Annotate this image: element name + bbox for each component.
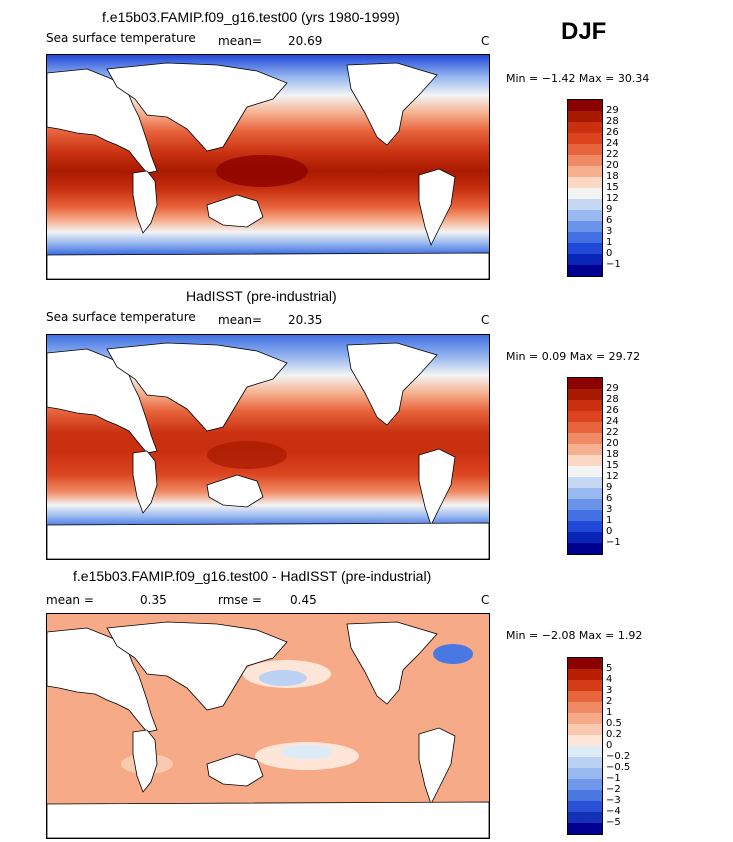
- colorbar-label: 1: [606, 237, 613, 248]
- panel2-mean-value: 20.35: [288, 313, 323, 327]
- panel1-subtitle: Sea surface temperature: [46, 31, 196, 45]
- panel1-map: [46, 54, 490, 280]
- diff-patch: [259, 670, 307, 686]
- panel1-units: C: [481, 34, 490, 48]
- colorbar-label: −2: [606, 784, 621, 795]
- continents: [47, 62, 489, 279]
- colorbar-label: 9: [606, 204, 613, 215]
- panel3-units: C: [481, 593, 490, 607]
- panel3-map: [46, 613, 490, 839]
- panel1-min-max: Min = −1.42 Max = 30.34: [506, 72, 650, 85]
- colorbar-label: 2: [606, 696, 613, 707]
- colorbar-label: 26: [606, 127, 619, 138]
- colorbar-label: 26: [606, 405, 619, 416]
- colorbar-label: 1: [606, 515, 613, 526]
- continents: [47, 621, 489, 838]
- colorbar-label: 28: [606, 394, 619, 405]
- colorbar-label: 4: [606, 674, 613, 685]
- colorbar-label: 22: [606, 149, 619, 160]
- panel3-min-max: Min = −2.08 Max = 1.92: [506, 629, 643, 642]
- colorbar-label: 0.5: [606, 718, 622, 729]
- colorbar-label: −1: [606, 773, 621, 784]
- colorbar-label: 29: [606, 105, 619, 116]
- colorbar-label: 22: [606, 427, 619, 438]
- colorbar-label: 12: [606, 471, 619, 482]
- colorbar-label: −0.2: [606, 751, 631, 762]
- colorbar-label: 20: [606, 438, 619, 449]
- panel2-mean-label: mean=: [218, 313, 263, 327]
- colorbar-label: 20: [606, 160, 619, 171]
- warm-pool: [207, 441, 287, 469]
- colorbar-label: 6: [606, 493, 613, 504]
- colorbar-label: 28: [606, 116, 619, 127]
- warm-pool: [216, 155, 308, 187]
- colorbar-label: 12: [606, 193, 619, 204]
- colorbar-label: 18: [606, 171, 619, 182]
- panel3-rmse-value: 0.45: [290, 593, 317, 607]
- panel2-map: [46, 334, 490, 560]
- colorbar-label: 0: [606, 248, 613, 259]
- colorbar-label: −1: [606, 259, 621, 270]
- colorbar-label: 3: [606, 226, 613, 237]
- colorbar-label: 0: [606, 526, 613, 537]
- colorbar-label: 0: [606, 740, 613, 751]
- colorbar-label: 0.2: [606, 729, 622, 740]
- panel3-colorbar: [567, 657, 603, 835]
- panel2-subtitle: Sea surface temperature: [46, 310, 196, 324]
- panel3-rmse-label: rmse =: [218, 593, 262, 607]
- continents: [47, 342, 489, 559]
- colorbar-label: 24: [606, 416, 619, 427]
- panel1-mean-value: 20.69: [288, 34, 323, 48]
- colorbar-label: 24: [606, 138, 619, 149]
- colorbar-label: 1: [606, 707, 613, 718]
- panel1-mean-label: mean=: [218, 34, 263, 48]
- panel2-units: C: [481, 313, 490, 327]
- colorbar-label: −3: [606, 795, 621, 806]
- colorbar-label: −0.5: [606, 762, 631, 773]
- colorbar-label: 18: [606, 449, 619, 460]
- colorbar-label: −1: [606, 537, 621, 548]
- colorbar-label: 15: [606, 182, 619, 193]
- season-label: DJF: [561, 18, 607, 45]
- colorbar-label: −5: [606, 817, 621, 828]
- panel2-min-max: Min = 0.09 Max = 29.72: [506, 350, 641, 363]
- panel3-mean-label: mean =: [46, 593, 94, 607]
- colorbar-label: 3: [606, 504, 613, 515]
- panel3-title: f.e15b03.FAMIP.f09_g16.test00 - HadISST …: [73, 568, 432, 584]
- diff-patch: [433, 644, 473, 664]
- panel1-colorbar: [567, 99, 603, 277]
- colorbar-label: 15: [606, 460, 619, 471]
- panel3-mean-value: 0.35: [140, 593, 167, 607]
- colorbar-label: 29: [606, 383, 619, 394]
- colorbar-label: 9: [606, 482, 613, 493]
- panel2-colorbar: [567, 377, 603, 555]
- panel2-title: HadISST (pre-industrial): [186, 288, 337, 304]
- colorbar-label: 6: [606, 215, 613, 226]
- diff-patch: [281, 745, 333, 759]
- colorbar-label: 5: [606, 663, 613, 674]
- panel1-title: f.e15b03.FAMIP.f09_g16.test00 (yrs 1980-…: [102, 9, 400, 25]
- colorbar-label: 3: [606, 685, 613, 696]
- colorbar-label: −4: [606, 806, 621, 817]
